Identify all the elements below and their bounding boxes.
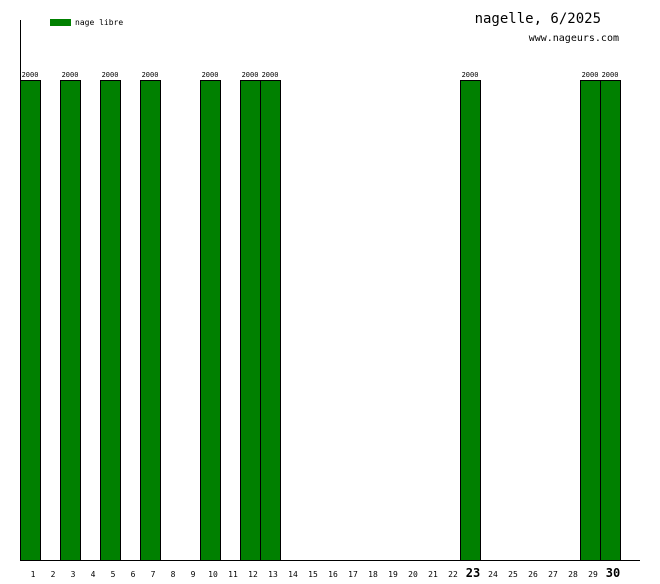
- chart-subtitle: www.nageurs.com: [529, 33, 619, 44]
- x-tick-label-9: 9: [191, 570, 196, 579]
- value-label-day-29: 2000: [582, 71, 599, 79]
- bar-day-7: [140, 80, 161, 561]
- x-tick-label-30: 30: [606, 566, 620, 580]
- x-tick-label-4: 4: [91, 570, 96, 579]
- bar-day-12: [240, 80, 261, 561]
- bar-day-13: [260, 80, 281, 561]
- chart-title: nagelle, 6/2025: [475, 11, 601, 27]
- bar-day-10: [200, 80, 221, 561]
- x-tick-label-15: 15: [308, 570, 318, 579]
- x-tick-label-11: 11: [228, 570, 238, 579]
- x-tick-label-13: 13: [268, 570, 278, 579]
- value-label-day-3: 2000: [62, 71, 79, 79]
- bar-day-1: [20, 80, 41, 561]
- x-tick-label-29: 29: [588, 570, 598, 579]
- value-label-day-23: 2000: [462, 71, 479, 79]
- x-tick-label-19: 19: [388, 570, 398, 579]
- bar-day-5: [100, 80, 121, 561]
- x-tick-label-10: 10: [208, 570, 218, 579]
- x-tick-label-18: 18: [368, 570, 378, 579]
- x-tick-label-8: 8: [171, 570, 176, 579]
- value-label-day-12: 2000: [242, 71, 259, 79]
- x-tick-label-17: 17: [348, 570, 358, 579]
- x-tick-label-14: 14: [288, 570, 298, 579]
- legend: nage libre: [50, 18, 123, 27]
- x-tick-label-6: 6: [131, 570, 136, 579]
- x-tick-label-23: 23: [466, 566, 480, 580]
- x-tick-label-7: 7: [151, 570, 156, 579]
- value-label-day-5: 2000: [102, 71, 119, 79]
- x-tick-label-5: 5: [111, 570, 116, 579]
- x-tick-label-1: 1: [31, 570, 36, 579]
- x-tick-label-20: 20: [408, 570, 418, 579]
- bar-day-3: [60, 80, 81, 561]
- x-tick-label-25: 25: [508, 570, 518, 579]
- x-tick-label-24: 24: [488, 570, 498, 579]
- bar-day-23: [460, 80, 481, 561]
- bar-day-29: [580, 80, 601, 561]
- value-label-day-1: 2000: [22, 71, 39, 79]
- x-tick-label-16: 16: [328, 570, 338, 579]
- bar-day-30: [600, 80, 621, 561]
- x-tick-label-21: 21: [428, 570, 438, 579]
- x-tick-label-22: 22: [448, 570, 458, 579]
- legend-label: nage libre: [75, 18, 123, 27]
- x-tick-label-3: 3: [71, 570, 76, 579]
- legend-swatch: [50, 19, 71, 26]
- value-label-day-30: 2000: [602, 71, 619, 79]
- value-label-day-10: 2000: [202, 71, 219, 79]
- x-tick-label-27: 27: [548, 570, 558, 579]
- x-tick-label-28: 28: [568, 570, 578, 579]
- x-tick-labels: 1 2 3 4 5 6 7 8 9 10 11 12 13 14 15 16 17 18 19 20 21 22 23 24 2…: [31, 566, 621, 580]
- value-label-day-13: 2000: [262, 71, 279, 79]
- x-tick-label-26: 26: [528, 570, 538, 579]
- bars: [20, 80, 621, 561]
- value-labels: 2000 2000 2000 2000 2000 2000 2000 2000 2000 2000: [22, 71, 619, 79]
- value-label-day-7: 2000: [142, 71, 159, 79]
- x-tick-label-12: 12: [248, 570, 258, 579]
- x-tick-label-2: 2: [51, 570, 56, 579]
